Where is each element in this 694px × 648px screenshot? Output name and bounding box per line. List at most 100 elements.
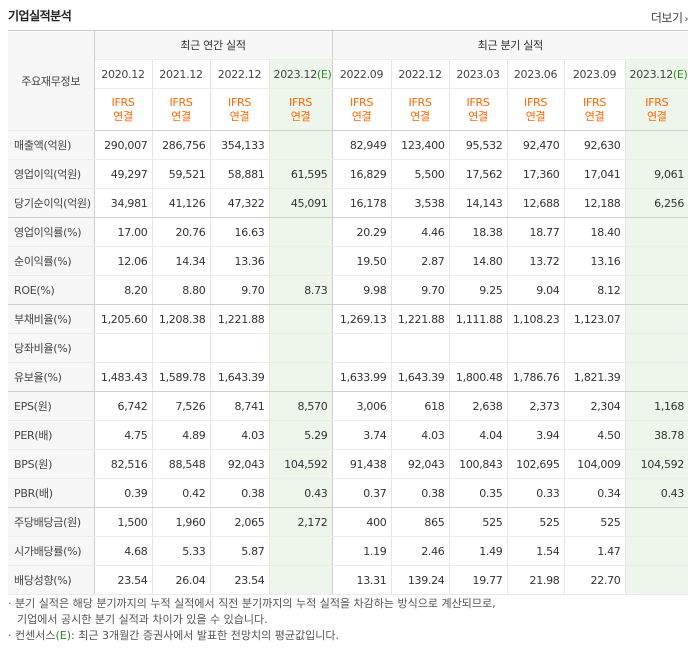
more-label[interactable]: 더보기: [650, 11, 683, 25]
footnote-consensus-prefix: · 컨센서스: [8, 629, 56, 642]
quarterly-value-cell: 3,538: [391, 188, 450, 218]
ifrs-header: IFRS 연결: [152, 88, 211, 131]
group-header-row: 주요재무정보 최근 연간 실적 최근 분기 실적: [8, 30, 689, 131]
annual-value-cell: 26.04: [152, 565, 211, 595]
annual-value-cell: 0.43: [269, 478, 333, 508]
quarterly-value-cell: 3,006: [332, 391, 392, 421]
row-label: PBR(배): [8, 478, 95, 508]
table-row: 순이익률(%) 12.06 14.34 13.36 19.50 2.87 14.80 13.7…: [8, 246, 689, 276]
quarterly-value-cell: [625, 507, 689, 537]
annual-value-cell: 23.54: [94, 565, 153, 595]
annual-value-cell: 1,643.39: [210, 362, 270, 392]
quarterly-value-cell: 92,630: [564, 130, 626, 160]
ifrs-label: IFRS: [466, 95, 490, 109]
row-label: 배당성향(%): [8, 565, 95, 595]
period-header-row: 2020.12 2021.12 2022.12 2023.12(E) 2022.09 20…: [8, 59, 689, 89]
annual-value-cell: 7,526: [152, 391, 211, 421]
footnote-line: 기업에서 공시한 분기 실적과 차이가 있을 수 있습니다.: [17, 613, 268, 626]
ifrs-label: IFRS: [645, 95, 669, 109]
quarterly-value-cell: 19.50: [332, 246, 392, 276]
quarterly-value-cell: 12,688: [507, 188, 565, 218]
row-label: 영업이익률(%): [8, 217, 95, 247]
period-label: 2022.12: [217, 67, 262, 81]
consolidated-label: 연결: [351, 109, 372, 123]
more-link[interactable]: 더보기 ›: [650, 9, 689, 26]
annual-value-cell: 5.87: [210, 536, 270, 566]
quarterly-value-cell: 0.34: [564, 478, 626, 508]
quarterly-value-cell: 12,188: [564, 188, 626, 218]
annual-value-cell: 47,322: [210, 188, 270, 218]
ifrs-header: IFRS 연결: [94, 88, 153, 131]
quarterly-value-cell: [625, 333, 689, 363]
period-header: 2023.09: [564, 59, 626, 89]
consolidated-label: 연결: [584, 109, 605, 123]
quarterly-value-cell: [625, 536, 689, 566]
annual-value-cell: 92,043: [210, 449, 270, 479]
corner-header: 주요재무정보: [8, 30, 95, 131]
quarterly-value-cell: [625, 275, 689, 305]
quarterly-value-cell: [625, 217, 689, 247]
annual-value-cell: 4.68: [94, 536, 153, 566]
ifrs-header: IFRS 연결: [210, 88, 270, 131]
period-label: 2020.12: [101, 67, 145, 81]
quarterly-group-header: 최근 분기 실적: [332, 30, 689, 60]
table-row: BPS(원) 82,516 88,548 92,043 104,592 91,438 92,…: [8, 449, 689, 479]
quarterly-value-cell: 102,695: [507, 449, 565, 479]
annual-value-cell: 59,521: [152, 159, 211, 189]
quarterly-value-cell: [625, 565, 689, 595]
period-label: 2023.12: [629, 67, 674, 81]
quarterly-value-cell: 4.04: [449, 420, 508, 450]
period-header: 2022.12: [391, 59, 450, 89]
annual-group-header: 최근 연간 실적: [94, 30, 333, 60]
row-label: 부채비율(%): [8, 304, 95, 334]
annual-value-cell: 20.76: [152, 217, 211, 247]
section-header: 기업실적분석 더보기 ›: [8, 0, 688, 30]
table-body: 매출액(억원) 290,007 286,756 354,133 82,949 123,40…: [8, 130, 689, 595]
annual-value-cell: 4.89: [152, 420, 211, 450]
row-label: 당좌비율(%): [8, 333, 95, 363]
chevron-right-icon: ›: [684, 14, 689, 25]
row-label: 주당배당금(원): [8, 507, 95, 537]
annual-value-cell: [152, 333, 211, 363]
quarterly-value-cell: 525: [507, 507, 565, 537]
quarterly-value-cell: 4.50: [564, 420, 626, 450]
estimate-mark: (E): [672, 67, 688, 81]
quarterly-value-cell: 4.03: [391, 420, 450, 450]
ifrs-label: IFRS: [524, 95, 548, 109]
quarterly-value-cell: 82,949: [332, 130, 392, 160]
period-header: 2022.12: [210, 59, 270, 89]
annual-value-cell: [94, 333, 153, 363]
table-row: 영업이익(억원) 49,297 59,521 58,881 61,595 16,829 5,…: [8, 159, 689, 189]
quarterly-value-cell: 9.25: [449, 275, 508, 305]
quarterly-value-cell: 2,304: [564, 391, 626, 421]
period-label: 2023.03: [456, 67, 500, 81]
quarterly-value-cell: 22.70: [564, 565, 626, 595]
quarterly-value-cell: 1.54: [507, 536, 565, 566]
estimate-mark: (E): [316, 67, 332, 81]
annual-value-cell: 1,483.43: [94, 362, 153, 392]
annual-value-cell: [210, 333, 270, 363]
quarterly-value-cell: 13.72: [507, 246, 565, 276]
ifrs-label: IFRS: [169, 95, 193, 109]
period-header: 2022.09: [332, 59, 392, 89]
ifrs-header: IFRS 연결: [625, 88, 689, 131]
consolidated-label: 연결: [290, 109, 311, 123]
quarterly-value-cell: [564, 333, 626, 363]
quarterly-value-cell: 1,269.13: [332, 304, 392, 334]
quarterly-value-cell: 0.35: [449, 478, 508, 508]
quarterly-value-cell: 1,643.39: [391, 362, 450, 392]
annual-value-cell: 4.75: [94, 420, 153, 450]
ifrs-header: IFRS 연결: [507, 88, 565, 131]
footnotes: · 분기 실적은 해당 분기까지의 누적 실적에서 직전 분기까지의 누적 실적…: [8, 596, 688, 644]
annual-value-cell: 4.03: [210, 420, 270, 450]
quarterly-value-cell: [507, 333, 565, 363]
period-header: 2023.12(E): [269, 59, 333, 89]
table-row: 매출액(억원) 290,007 286,756 354,133 82,949 123,40…: [8, 130, 689, 160]
annual-value-cell: 61,595: [269, 159, 333, 189]
quarterly-value-cell: 1,111.88: [449, 304, 508, 334]
quarterly-value-cell: 13.31: [332, 565, 392, 595]
quarterly-value-cell: 17,360: [507, 159, 565, 189]
table-row: 주당배당금(원) 1,500 1,960 2,065 2,172 400 865 525 525…: [8, 507, 689, 537]
quarterly-value-cell: 18.77: [507, 217, 565, 247]
annual-value-cell: 8.73: [269, 275, 333, 305]
